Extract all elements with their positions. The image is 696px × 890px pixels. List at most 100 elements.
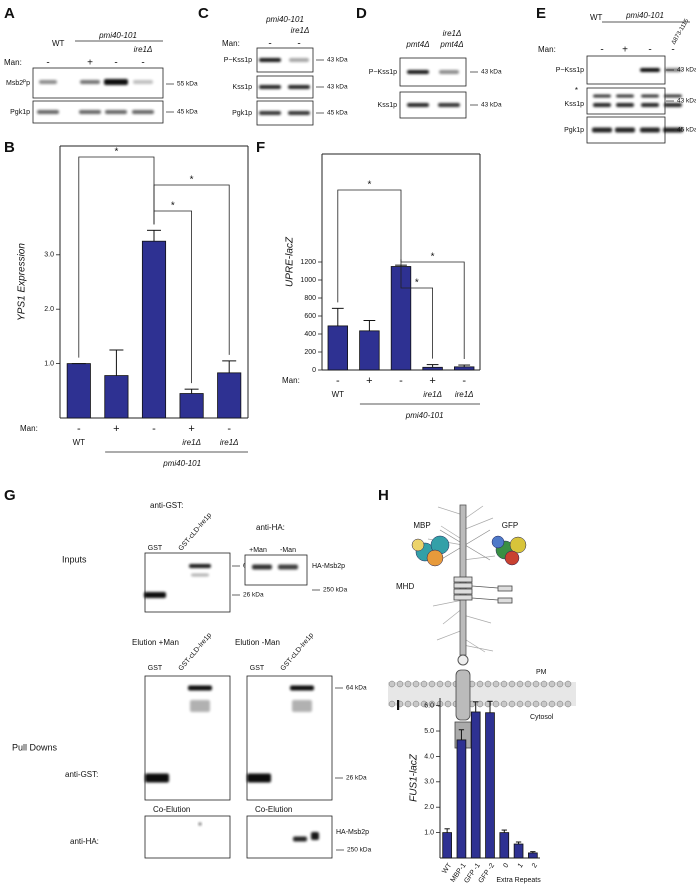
error-bar <box>473 701 479 712</box>
lipid <box>436 680 444 688</box>
lipid <box>404 700 412 708</box>
panel-letter: C <box>198 5 209 22</box>
band <box>292 700 312 712</box>
band <box>311 832 319 840</box>
x-tick-label: 1 <box>517 862 525 869</box>
lipid <box>492 680 500 688</box>
blot <box>144 815 231 859</box>
lipid <box>388 700 396 708</box>
bar <box>179 393 204 419</box>
panel-letter: I <box>396 697 400 714</box>
size-marker: 45 kDa <box>327 110 348 117</box>
band <box>616 94 634 98</box>
band <box>616 103 634 107</box>
label: Man: <box>538 45 556 54</box>
error-bar <box>426 364 439 368</box>
lipid <box>508 680 516 688</box>
label: P~Kss1p <box>369 69 397 76</box>
bar <box>66 363 91 419</box>
bar <box>485 712 495 859</box>
blot <box>244 554 308 586</box>
label: ire1Δ <box>291 26 310 35</box>
label: pmi40-101 <box>625 11 664 20</box>
band <box>190 700 210 712</box>
group-label: Man: <box>20 424 38 433</box>
lipid <box>388 680 396 688</box>
lipid <box>476 680 484 688</box>
band <box>247 773 271 783</box>
label: -Man <box>280 547 296 554</box>
lipid <box>540 680 548 688</box>
label: Kss1p <box>565 101 585 108</box>
blot <box>144 552 231 613</box>
band <box>293 836 307 842</box>
label: GST-cLD-Ire1p <box>178 632 214 673</box>
label: Kss1p <box>233 84 253 91</box>
size-marker: 43 kDa <box>327 84 348 91</box>
band <box>664 103 682 107</box>
significance-bracket <box>153 184 230 355</box>
x-tick-label: - <box>77 423 81 435</box>
band <box>592 127 612 133</box>
x-tick-label: - <box>399 375 403 387</box>
error-bar <box>487 700 493 713</box>
error-bar <box>147 229 161 242</box>
band <box>133 80 153 84</box>
y-tick-label: 800 <box>304 295 316 302</box>
label: pmi40-101 <box>265 15 304 24</box>
bar <box>456 739 467 859</box>
strain-label: pmi40-101 <box>162 459 201 468</box>
band <box>407 103 429 107</box>
lipid <box>500 680 508 688</box>
significance-star: * <box>171 201 175 212</box>
significance-star: * <box>114 147 118 158</box>
label: P~Kss1p <box>556 67 584 74</box>
panel-letter: H <box>378 487 389 504</box>
panel-h-diagram <box>388 504 576 749</box>
band <box>288 111 310 115</box>
lipid <box>444 700 452 708</box>
band <box>640 68 660 72</box>
band <box>593 103 611 107</box>
lipid <box>532 700 540 708</box>
lipid <box>540 700 548 708</box>
panel-letter: D <box>356 5 367 22</box>
lipid <box>428 680 436 688</box>
y-tick-label: 2.0 <box>424 804 434 811</box>
label: HA-Msb2p <box>312 563 345 570</box>
error-bar <box>363 320 376 331</box>
significance-star: * <box>367 180 371 191</box>
band <box>278 564 298 570</box>
x-axis-label: Extra Repeats <box>496 877 541 884</box>
label: Man: <box>4 58 22 67</box>
significance-bracket <box>153 210 192 384</box>
bar <box>454 366 475 371</box>
y-tick-label: 4.0 <box>424 753 434 760</box>
diagram-label: Cytosol <box>530 714 554 721</box>
lipid <box>412 680 420 688</box>
label: Msb2ᴾp <box>6 80 30 87</box>
size-marker: 43 kDa <box>327 57 348 64</box>
size-marker: 64 kDa <box>346 685 367 692</box>
x-tick-label: - <box>462 375 466 387</box>
bar <box>359 330 380 371</box>
band <box>37 110 59 114</box>
lipid <box>524 680 532 688</box>
lipid <box>516 700 524 708</box>
size-marker: 43 kDa <box>481 69 502 76</box>
label: + <box>622 45 628 56</box>
bar <box>499 832 510 859</box>
size-marker: 55 kDa <box>177 81 198 88</box>
band <box>105 110 127 114</box>
x-tick-label: - <box>336 375 340 387</box>
label: Co-Elution <box>255 805 292 814</box>
label: Pgk1p <box>564 127 584 134</box>
x-tick-label: + <box>429 375 435 387</box>
y-axis-label: YPS1 Expression <box>17 243 28 321</box>
label: anti-GST: <box>65 770 98 779</box>
lipid <box>556 700 564 708</box>
panel-letter: A <box>4 5 15 22</box>
bar <box>327 325 348 371</box>
label: + <box>87 58 93 69</box>
band <box>439 70 459 74</box>
